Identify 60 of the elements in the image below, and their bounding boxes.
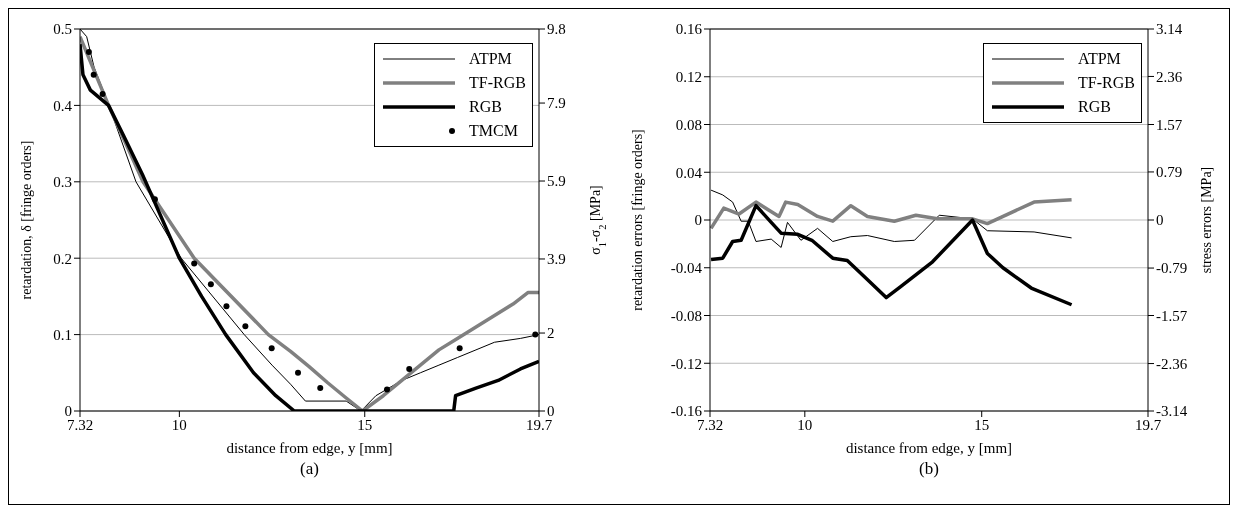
- x-tick-label: 15: [974, 416, 990, 433]
- point: [456, 345, 463, 352]
- y-tick-label: -0.04: [670, 260, 703, 277]
- y-tick-label: 0.04: [675, 164, 703, 181]
- point: [383, 386, 390, 393]
- y2-tick-label: 2: [547, 325, 555, 342]
- y-tick-label: 0.4: [53, 97, 73, 114]
- y-tick-label: 0.2: [53, 250, 72, 267]
- y-tick-label: 0.3: [53, 174, 72, 191]
- x-tick-label: 10: [171, 416, 187, 433]
- point: [90, 71, 97, 78]
- y2-tick-label: 7.9: [547, 95, 566, 112]
- legend-label: RGB: [1078, 98, 1111, 116]
- point: [85, 48, 92, 55]
- y-tick-label: 0.1: [53, 326, 72, 343]
- point: [268, 345, 275, 352]
- y-tick-label: 0.12: [675, 69, 702, 86]
- line-series: [710, 197, 1074, 231]
- y-tick-label: 0.16: [675, 21, 703, 38]
- y2-tick-label: 9.8: [547, 21, 566, 38]
- y2-tick-label: -0.79: [1156, 260, 1188, 277]
- point: [317, 385, 324, 392]
- y2-tick-label: 0.79: [1156, 164, 1183, 181]
- point: [242, 323, 249, 330]
- point: [151, 196, 158, 203]
- y2-axis-title: stress errors [MPa]: [1199, 166, 1214, 274]
- y-axis-title: retardation errors [fringe orders]: [630, 129, 645, 311]
- legend-label: TF-RGB: [469, 74, 526, 92]
- y-tick-label: 0: [694, 212, 702, 229]
- x-axis-title: distance from edge, y [mm]: [845, 440, 1013, 456]
- legend-label: TMCM: [469, 122, 518, 140]
- point: [406, 365, 413, 372]
- text: (a): [299, 459, 320, 479]
- y2-tick-label: 1.57: [1156, 116, 1183, 133]
- x-tick-label: 10: [797, 416, 813, 433]
- point: [99, 90, 106, 97]
- x-tick-label: 15: [357, 416, 373, 433]
- legend-label: ATPM: [469, 50, 512, 68]
- y2-tick-label: 3.9: [547, 251, 566, 268]
- point: [223, 303, 230, 310]
- x-axis-title: distance from edge, y [mm]: [226, 440, 393, 456]
- point: [191, 260, 198, 267]
- y2-tick-label: 5.9: [547, 173, 566, 190]
- y2-tick-label: 2.36: [1156, 68, 1183, 85]
- y2-tick-label: 3.14: [1156, 21, 1183, 38]
- legend-label: TF-RGB: [1078, 74, 1135, 92]
- y2-tick-label: -2.36: [1156, 355, 1188, 372]
- text: (b): [918, 459, 940, 479]
- y2-tick-label: -1.57: [1156, 307, 1188, 324]
- y-axis-title: retardation, δ [fringe orders]: [19, 140, 34, 300]
- legend-label: ATPM: [1078, 50, 1121, 68]
- point: [532, 331, 539, 338]
- y-tick-label: 0.08: [675, 116, 702, 133]
- y-tick-label: -0.12: [670, 355, 702, 372]
- y2-tick-label: 0: [1156, 212, 1164, 229]
- point: [295, 369, 302, 376]
- legend-label: RGB: [469, 98, 502, 116]
- y-tick-label: -0.08: [670, 307, 702, 324]
- point: [207, 281, 214, 288]
- y-tick-label: 0.5: [53, 21, 72, 38]
